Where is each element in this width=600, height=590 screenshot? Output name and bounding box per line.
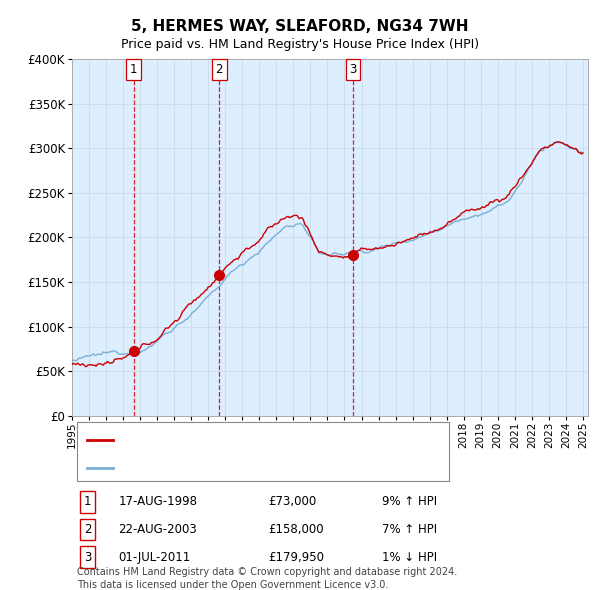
Text: 17-AUG-1998: 17-AUG-1998 <box>118 496 197 509</box>
Text: 1: 1 <box>84 496 91 509</box>
Text: 3: 3 <box>84 550 91 563</box>
Text: 01-JUL-2011: 01-JUL-2011 <box>118 550 191 563</box>
Text: 3: 3 <box>349 63 356 76</box>
Text: £158,000: £158,000 <box>268 523 324 536</box>
FancyBboxPatch shape <box>77 422 449 481</box>
Text: £179,950: £179,950 <box>268 550 324 563</box>
Text: Contains HM Land Registry data © Crown copyright and database right 2024.: Contains HM Land Registry data © Crown c… <box>77 567 457 576</box>
Text: 1% ↓ HPI: 1% ↓ HPI <box>382 550 437 563</box>
Text: 22-AUG-2003: 22-AUG-2003 <box>118 523 197 536</box>
Text: This data is licensed under the Open Government Licence v3.0.: This data is licensed under the Open Gov… <box>77 580 389 589</box>
Text: 5, HERMES WAY, SLEAFORD, NG34 7WH: 5, HERMES WAY, SLEAFORD, NG34 7WH <box>131 19 469 34</box>
Text: Price paid vs. HM Land Registry's House Price Index (HPI): Price paid vs. HM Land Registry's House … <box>121 38 479 51</box>
Text: 2: 2 <box>215 63 223 76</box>
Text: 7% ↑ HPI: 7% ↑ HPI <box>382 523 437 536</box>
Text: £73,000: £73,000 <box>268 496 316 509</box>
Text: 5, HERMES WAY, SLEAFORD, NG34 7WH (detached house): 5, HERMES WAY, SLEAFORD, NG34 7WH (detac… <box>124 435 448 445</box>
Text: HPI: Average price, detached house, North Kesteven: HPI: Average price, detached house, Nort… <box>124 463 416 473</box>
Text: 2: 2 <box>84 523 91 536</box>
Text: 1: 1 <box>130 63 137 76</box>
Text: 9% ↑ HPI: 9% ↑ HPI <box>382 496 437 509</box>
